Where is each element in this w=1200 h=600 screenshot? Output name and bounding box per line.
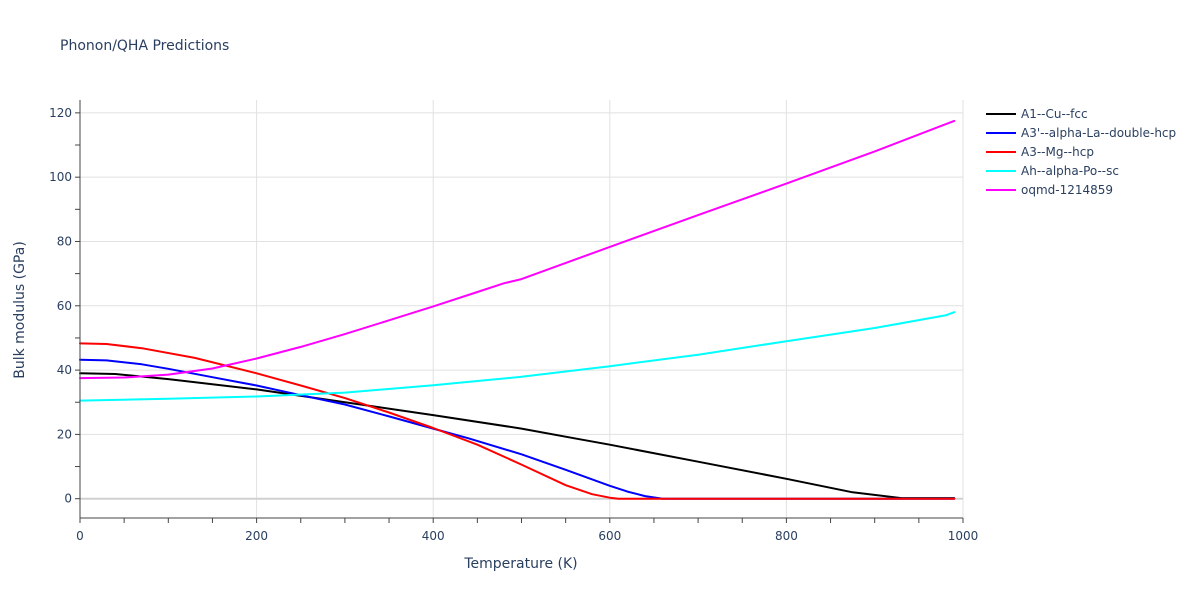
axes: 0 200 400 600 800 1000 0 20 40 60 80 100 120 — [49, 100, 978, 543]
legend-label: A1--Cu--fcc — [1021, 107, 1088, 121]
legend-item[interactable]: oqmd-1214859 — [986, 183, 1113, 197]
series-line-2 — [79, 358, 956, 500]
y-tick-label: 40 — [57, 363, 72, 377]
series-line-5 — [79, 119, 956, 380]
series-line-4 — [79, 311, 956, 402]
grid — [80, 100, 964, 518]
y-tick-label: 100 — [49, 170, 72, 184]
x-tick-label: 400 — [422, 529, 445, 543]
y-tick-label: 60 — [57, 299, 72, 313]
legend[interactable]: A1--Cu--fcc A3'--alpha-La--double-hcp A3--… — [986, 107, 1176, 197]
legend-item[interactable]: A3--Mg--hcp — [986, 145, 1094, 159]
x-tick-label: 1000 — [948, 529, 979, 543]
series-line-1 — [79, 372, 956, 500]
y-tick-label: 20 — [57, 427, 72, 441]
x-tick-label: 600 — [598, 529, 621, 543]
legend-item[interactable]: Ah--alpha-Po--sc — [986, 164, 1119, 178]
y-tick-label: 0 — [64, 492, 72, 506]
series-lines — [79, 119, 956, 500]
legend-label: oqmd-1214859 — [1021, 183, 1113, 197]
legend-label: Ah--alpha-Po--sc — [1021, 164, 1119, 178]
legend-label: A3--Mg--hcp — [1021, 145, 1094, 159]
x-tick-label: 0 — [76, 529, 84, 543]
series-line-3 — [79, 342, 956, 500]
y-tick-label: 120 — [49, 106, 72, 120]
x-tick-label: 200 — [245, 529, 268, 543]
legend-item[interactable]: A1--Cu--fcc — [986, 107, 1088, 121]
legend-label: A3'--alpha-La--double-hcp — [1021, 126, 1176, 140]
y-tick-label: 80 — [57, 234, 72, 248]
x-tick-label: 800 — [775, 529, 798, 543]
chart-title: Phonon/QHA Predictions — [60, 38, 229, 54]
x-axis-title: Temperature (K) — [463, 556, 577, 572]
legend-item[interactable]: A3'--alpha-La--double-hcp — [986, 126, 1176, 140]
y-axis-title: Bulk modulus (GPa) — [12, 241, 28, 379]
